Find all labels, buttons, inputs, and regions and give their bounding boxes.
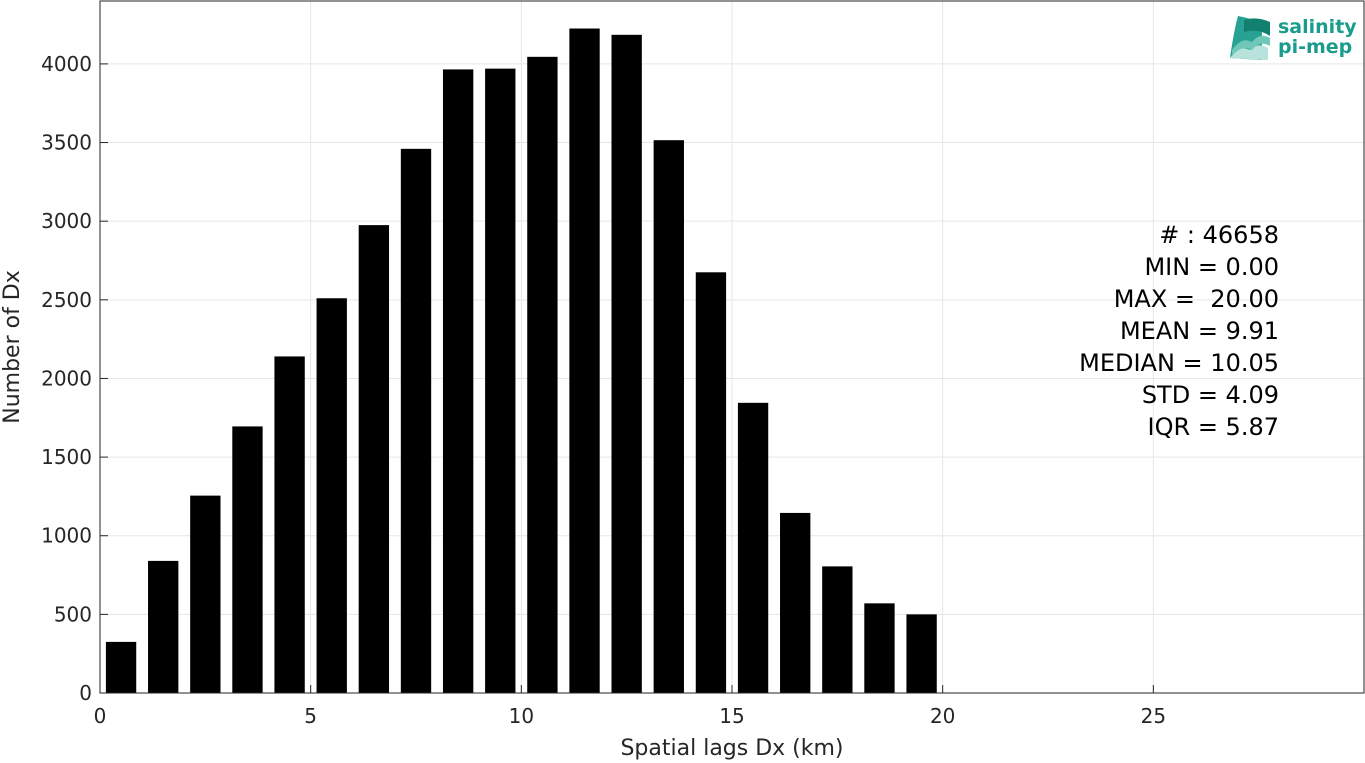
bar-7 bbox=[400, 148, 432, 693]
logo-line2: pi-mep bbox=[1278, 36, 1352, 58]
y-tick-label-4: 2000 bbox=[41, 366, 92, 390]
grid-lines bbox=[99, 1, 1364, 694]
bar-4 bbox=[274, 356, 305, 693]
bar-11 bbox=[569, 28, 600, 694]
bar-19 bbox=[906, 614, 937, 693]
waves-icon bbox=[1230, 16, 1270, 60]
bar-8 bbox=[442, 69, 474, 693]
x-tick-label-4: 20 bbox=[930, 704, 955, 728]
bar-13 bbox=[653, 140, 684, 693]
stats-line-5: STD = 4.09 bbox=[1142, 381, 1279, 409]
x-tick-label-2: 10 bbox=[509, 704, 534, 728]
bar-14 bbox=[695, 272, 727, 693]
y-tick-label-5: 2500 bbox=[41, 288, 92, 312]
bar-15 bbox=[737, 402, 769, 693]
bar-12 bbox=[611, 34, 642, 693]
bar-16 bbox=[780, 512, 811, 693]
y-tick-label-3: 1500 bbox=[41, 445, 92, 469]
stats-line-3: MEAN = 9.91 bbox=[1120, 317, 1279, 345]
bar-5 bbox=[316, 298, 347, 693]
x-tick-label-1: 5 bbox=[304, 704, 317, 728]
bar-17 bbox=[822, 566, 853, 693]
x-tick-label-5: 25 bbox=[1141, 704, 1166, 728]
y-tick-label-8: 4000 bbox=[41, 52, 92, 76]
y-tick-label-2: 1000 bbox=[41, 524, 92, 548]
bar-10 bbox=[527, 56, 558, 694]
y-axis-ticks: 0 500 1000 1500 2000 2500 3000 3500 4000 bbox=[41, 52, 108, 705]
logo-line1: salinity bbox=[1278, 16, 1357, 38]
x-axis-ticks: 0 5 10 15 20 25 bbox=[94, 685, 1166, 728]
bar-1 bbox=[148, 560, 179, 693]
statistics-annotation: # : 46658 MIN = 0.00 MAX = 20.00 MEAN = 9.9… bbox=[1079, 221, 1279, 441]
stats-line-6: IQR = 5.87 bbox=[1148, 413, 1279, 441]
bar-18 bbox=[864, 603, 895, 693]
x-axis-label: Spatial lags Dx (km) bbox=[620, 736, 843, 761]
x-tick-label-3: 15 bbox=[719, 704, 744, 728]
bar-6 bbox=[358, 225, 390, 693]
stats-line-0: # : 46658 bbox=[1159, 221, 1279, 249]
bar-2 bbox=[190, 495, 221, 693]
stats-line-2: MAX = 20.00 bbox=[1114, 285, 1279, 313]
y-tick-label-6: 3000 bbox=[41, 209, 92, 233]
salinity-pi-mep-logo: salinity pi-mep bbox=[1230, 16, 1357, 60]
y-axis-label: Number of Dx bbox=[0, 270, 25, 424]
bar-9 bbox=[485, 68, 516, 694]
x-tick-label-0: 0 bbox=[94, 704, 107, 728]
stats-line-1: MIN = 0.00 bbox=[1144, 253, 1279, 281]
histogram-bars bbox=[105, 28, 937, 694]
bar-3 bbox=[232, 426, 263, 693]
y-tick-label-7: 3500 bbox=[41, 131, 92, 155]
y-tick-label-1: 500 bbox=[54, 602, 92, 626]
stats-line-4: MEDIAN = 10.05 bbox=[1079, 349, 1279, 377]
bar-0 bbox=[105, 641, 137, 693]
y-tick-label-0: 0 bbox=[79, 681, 92, 705]
